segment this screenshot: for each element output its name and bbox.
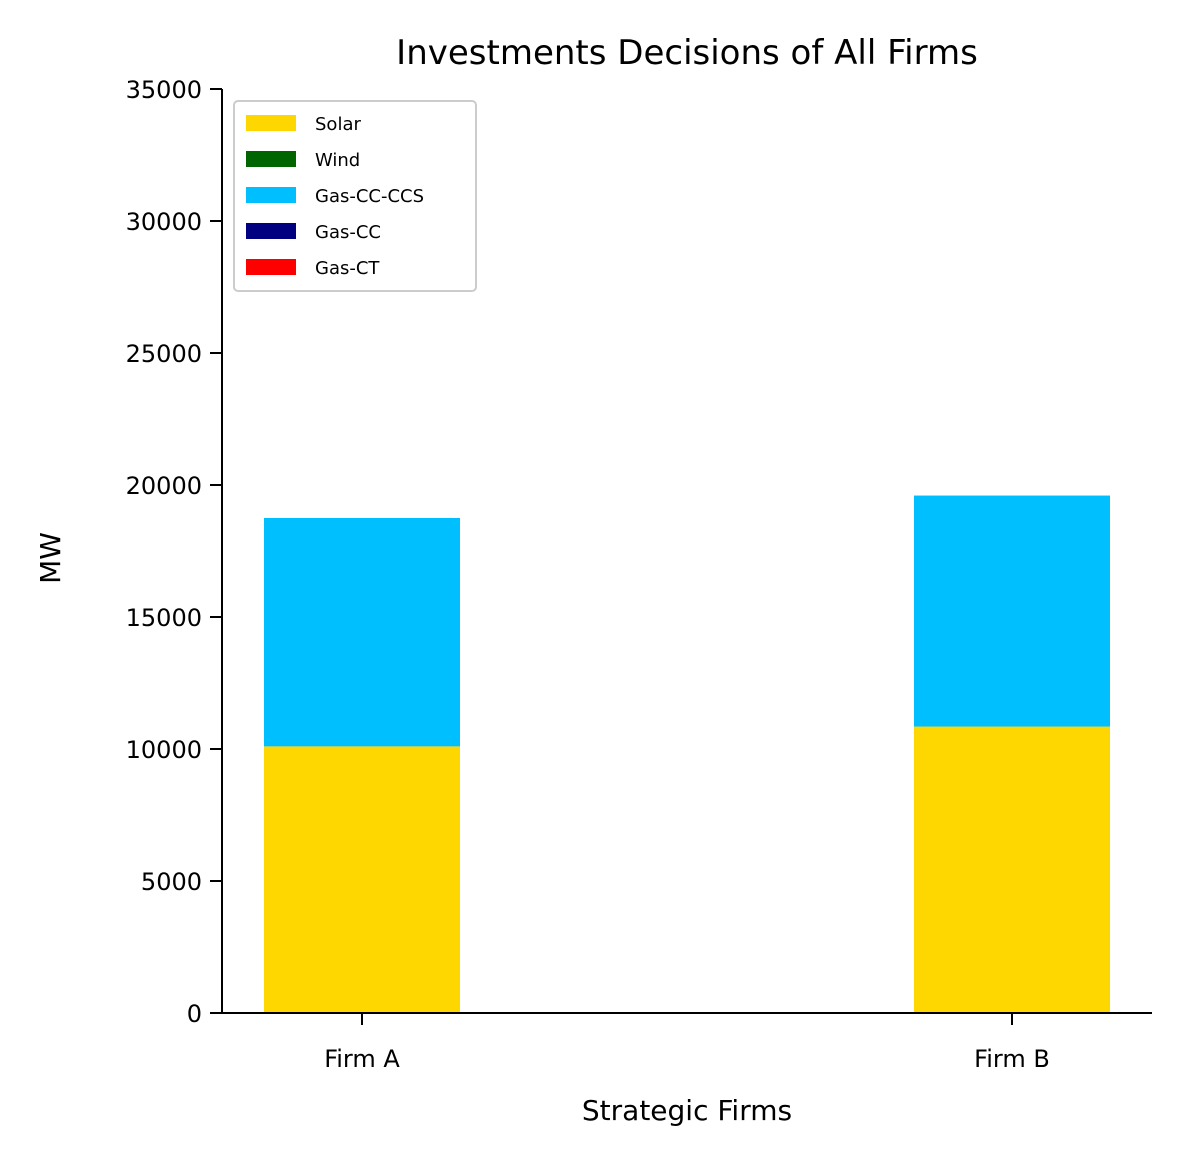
- legend: Solar Wind Gas-CC-CCS Gas-CC Gas-CT: [233, 100, 477, 292]
- x-tick-label: Firm B: [974, 1045, 1050, 1073]
- bar-firm-b-solar: [914, 726, 1110, 1013]
- legend-frame: [233, 100, 477, 292]
- axes-layer: 0 5000 10000 15000 20000 25000 30000 35000 Firm …: [126, 76, 1152, 1073]
- legend-label-solar: Solar: [315, 114, 361, 135]
- bars-layer: [264, 495, 1110, 1013]
- y-axis-title: MW: [34, 532, 67, 584]
- y-tick-label: 30000: [126, 208, 202, 236]
- y-tick-label: 15000: [126, 604, 202, 632]
- legend-label-gas-ct: Gas-CT: [315, 258, 380, 279]
- bar-firm-a-solar: [264, 746, 460, 1013]
- legend-label-wind: Wind: [315, 150, 360, 171]
- legend-label-gas-cc: Gas-CC: [315, 222, 381, 243]
- y-tick-label: 35000: [126, 76, 202, 104]
- y-tick-label: 20000: [126, 472, 202, 500]
- y-tick-label: 25000: [126, 340, 202, 368]
- chart-title: Investments Decisions of All Firms: [396, 33, 978, 73]
- legend-swatch-solar: [246, 115, 296, 131]
- y-tick-label: 10000: [126, 736, 202, 764]
- legend-swatch-gas-cc: [246, 223, 296, 239]
- legend-label-gas-cc-ccs: Gas-CC-CCS: [315, 186, 424, 207]
- legend-swatch-wind: [246, 151, 296, 167]
- x-tick-label: Firm A: [324, 1045, 400, 1073]
- x-axis-title: Strategic Firms: [582, 1094, 792, 1127]
- y-tick-label: 0: [187, 1000, 202, 1028]
- legend-swatch-gas-ct: [246, 259, 296, 275]
- bar-firm-a-gas-cc-ccs: [264, 518, 460, 747]
- y-tick-label: 5000: [141, 868, 202, 896]
- legend-swatch-gas-cc-ccs: [246, 187, 296, 203]
- bar-firm-b-gas-cc-ccs: [914, 495, 1110, 727]
